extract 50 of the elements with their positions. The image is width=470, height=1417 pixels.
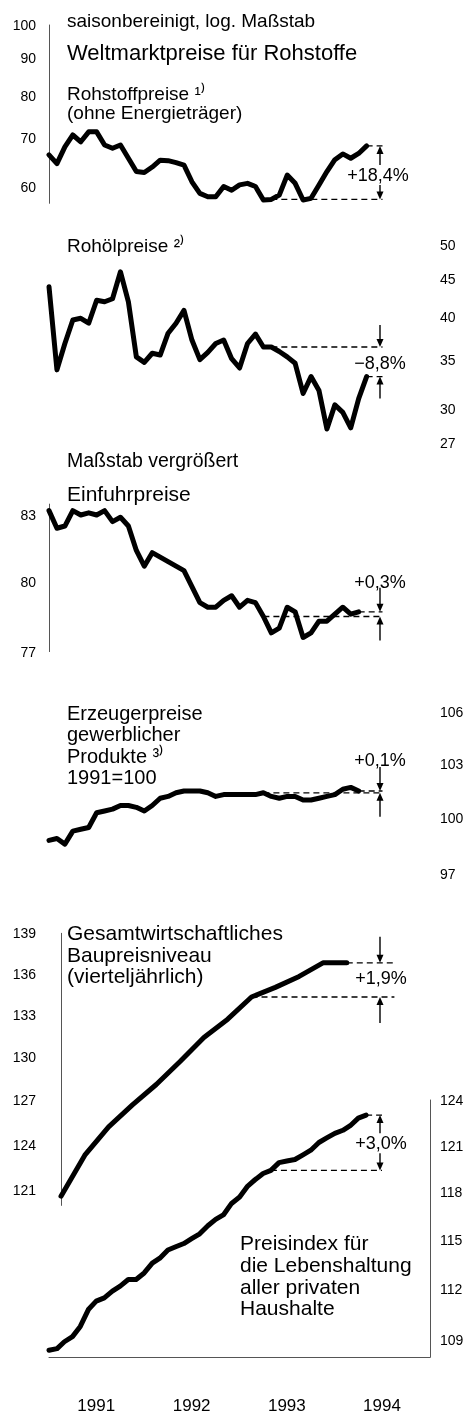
y-tick-label: 112 bbox=[440, 1281, 463, 1298]
y-tick-label: 115 bbox=[440, 1232, 463, 1249]
annotation: +3,0% bbox=[355, 1133, 407, 1154]
y-tick-label: 100 bbox=[12, 17, 37, 33]
y-tick-label: 118 bbox=[440, 1184, 463, 1201]
annotation: +1,9% bbox=[355, 968, 407, 989]
y-tick-label: 124 bbox=[440, 1092, 464, 1108]
chart-title: Einfuhrpreise bbox=[67, 481, 191, 505]
x-tick-label: 1991 bbox=[77, 1395, 116, 1415]
y-tick-label: 109 bbox=[440, 1332, 464, 1349]
y-tick-label: 106 bbox=[440, 703, 464, 720]
y-tick-label: 124 bbox=[12, 1136, 37, 1153]
y-tick-label: 121 bbox=[12, 1182, 37, 1199]
y-tick-label: 130 bbox=[12, 1049, 37, 1066]
annotation: −8,8% bbox=[354, 353, 406, 374]
y-tick-label: 133 bbox=[12, 1006, 37, 1023]
y-tick-label: 45 bbox=[440, 270, 456, 287]
y-tick-label: 35 bbox=[440, 351, 456, 368]
y-tick-label: 100 bbox=[440, 810, 464, 827]
y-tick-label: 77 bbox=[20, 643, 37, 660]
y-tick-label: 136 bbox=[12, 965, 37, 982]
text: Weltmarktpreise für Rohstoffe bbox=[67, 39, 358, 65]
annotation: saisonbereinigt, log. Maßstab bbox=[67, 9, 316, 31]
y-tick-label: 80 bbox=[20, 87, 37, 104]
y-tick-label: 90 bbox=[20, 50, 37, 67]
text: Erzeugerpreise gewerblicher Produkte ³⁾ 1991=100 bbox=[67, 701, 203, 788]
y-tick-label: 60 bbox=[20, 179, 37, 196]
y-tick-label: 80 bbox=[20, 574, 37, 591]
text: Maßstab vergrößert bbox=[67, 449, 239, 471]
annotation: +18,4% bbox=[347, 165, 409, 185]
y-tick-label: 97 bbox=[440, 866, 456, 883]
x-tick-label: 1993 bbox=[267, 1395, 306, 1415]
text: Preisindex für die Lebenshaltung aller privaten Haushalte bbox=[240, 1231, 412, 1320]
y-tick-label: 103 bbox=[440, 756, 464, 773]
x-tick-label: 1992 bbox=[172, 1395, 211, 1415]
y-tick-label: 27 bbox=[440, 435, 456, 451]
y-tick-label: 83 bbox=[20, 507, 37, 524]
y-tick-label: 139 bbox=[12, 925, 37, 942]
y-tick-label: 30 bbox=[440, 401, 456, 418]
annotation: +0,3% bbox=[354, 571, 406, 592]
y-tick-label: 70 bbox=[20, 130, 37, 147]
chart-title: Gesamtwirtschaftliches Baupreisniveau (vierteljährlich) bbox=[67, 921, 283, 988]
y-tick-label: 127 bbox=[12, 1092, 37, 1109]
annotation: +0,1% bbox=[354, 750, 406, 770]
y-tick-label: 40 bbox=[440, 308, 456, 325]
text: Rohstoffpreise ¹⁾ (ohne Energieträger) bbox=[67, 81, 243, 123]
y-tick-label: 50 bbox=[440, 237, 456, 253]
chart-title: Rohölpreise ²⁾ bbox=[67, 233, 184, 256]
x-tick-label: 1994 bbox=[363, 1395, 401, 1415]
y-tick-label: 121 bbox=[440, 1137, 464, 1154]
